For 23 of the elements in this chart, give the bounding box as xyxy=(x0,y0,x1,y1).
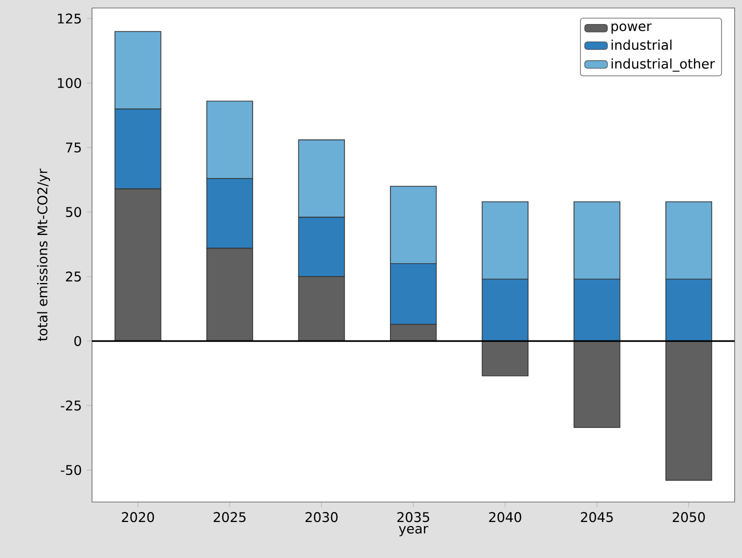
legend-label: industrial_other xyxy=(612,58,715,72)
y-tick-label: -25 xyxy=(60,400,81,411)
x-tick-label: 2020 xyxy=(122,512,154,522)
y-tick-label: 50 xyxy=(66,206,82,218)
x-tick-label: 2025 xyxy=(214,512,246,522)
y-axis-title: total emissions Mt-CO2/yr xyxy=(37,168,50,341)
x-axis-title: year xyxy=(398,526,428,536)
x-tick-label: 2035 xyxy=(397,512,430,522)
x-tick-label: 2045 xyxy=(580,512,613,522)
y-tick-label: 0 xyxy=(74,336,82,346)
bar xyxy=(574,340,620,428)
y-tick-label: 25 xyxy=(66,271,81,282)
bar xyxy=(665,340,712,481)
y-tick-label: -50 xyxy=(60,464,82,476)
x-tick-label: 2040 xyxy=(489,512,522,522)
bar xyxy=(482,340,528,376)
legend-label: power xyxy=(612,23,652,34)
y-tick-label: 75 xyxy=(66,142,81,153)
y-tick-label: 125 xyxy=(58,14,81,24)
x-tick-label: 2030 xyxy=(306,512,338,522)
y-tick-label: 100 xyxy=(58,78,82,88)
legend-label: industrial xyxy=(612,40,672,50)
x-tick-label: 2050 xyxy=(672,512,705,522)
